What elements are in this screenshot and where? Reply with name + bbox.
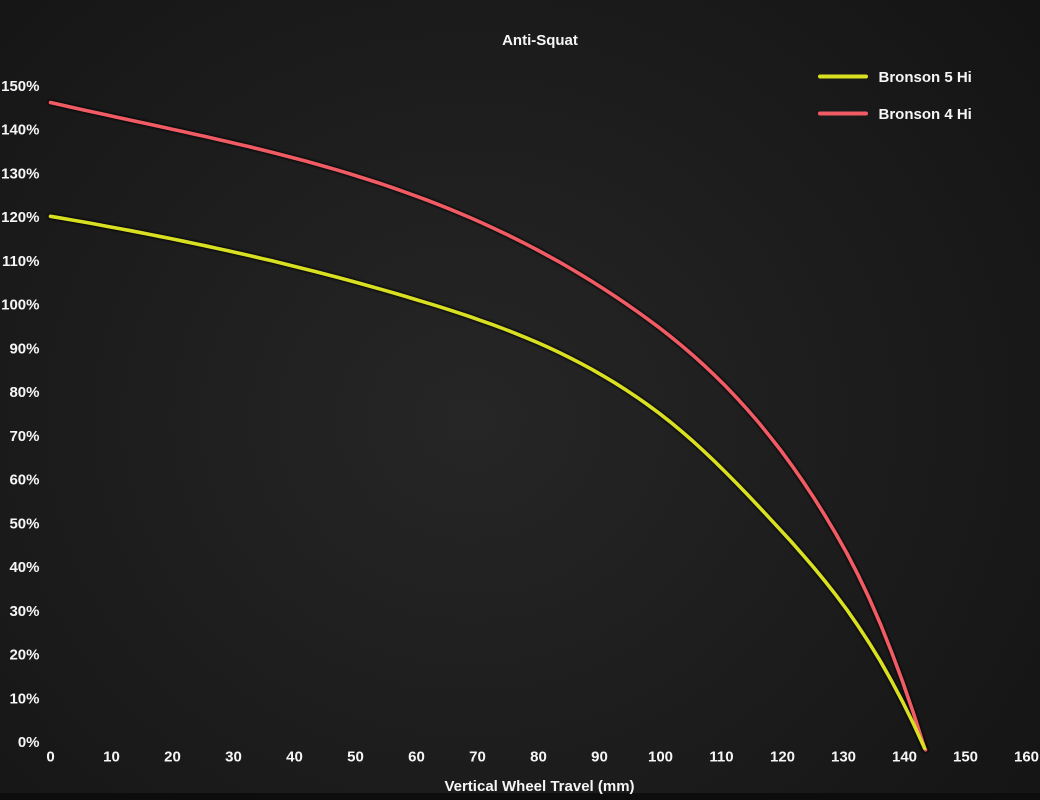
svg-text:120%: 120% [1,209,39,226]
svg-text:90%: 90% [9,340,39,357]
svg-text:Bronson 4 Hi: Bronson 4 Hi [879,106,972,123]
svg-text:160: 160 [1014,749,1039,766]
svg-text:120: 120 [770,749,795,766]
svg-text:10%: 10% [9,690,39,707]
svg-text:50%: 50% [9,515,39,532]
svg-text:Vertical Wheel Travel (mm): Vertical Wheel Travel (mm) [444,778,634,795]
svg-text:0: 0 [46,749,54,766]
svg-text:110%: 110% [2,253,40,270]
svg-text:70%: 70% [9,428,39,445]
svg-text:80: 80 [530,749,547,766]
svg-text:30: 30 [225,749,242,766]
svg-text:150: 150 [953,749,978,766]
svg-text:Anti-Squat: Anti-Squat [502,32,578,49]
svg-text:90: 90 [591,749,608,766]
svg-text:Bronson 5 Hi: Bronson 5 Hi [879,69,972,86]
svg-text:80%: 80% [9,384,39,401]
svg-text:0%: 0% [18,734,40,751]
svg-text:40: 40 [286,749,303,766]
svg-text:10: 10 [103,749,120,766]
svg-text:110: 110 [709,749,733,766]
svg-text:150%: 150% [1,78,39,95]
svg-text:60: 60 [408,749,425,766]
svg-text:40%: 40% [9,559,39,576]
svg-text:130: 130 [831,749,856,766]
svg-text:60%: 60% [9,472,39,489]
svg-text:100%: 100% [1,297,39,314]
svg-text:20: 20 [164,749,181,766]
svg-text:70: 70 [469,749,486,766]
svg-text:140%: 140% [1,122,39,139]
svg-text:20%: 20% [9,647,39,664]
svg-text:130%: 130% [1,165,39,182]
svg-text:30%: 30% [9,603,39,620]
svg-text:140: 140 [892,749,917,766]
svg-text:50: 50 [347,749,364,766]
svg-text:100: 100 [648,749,673,766]
